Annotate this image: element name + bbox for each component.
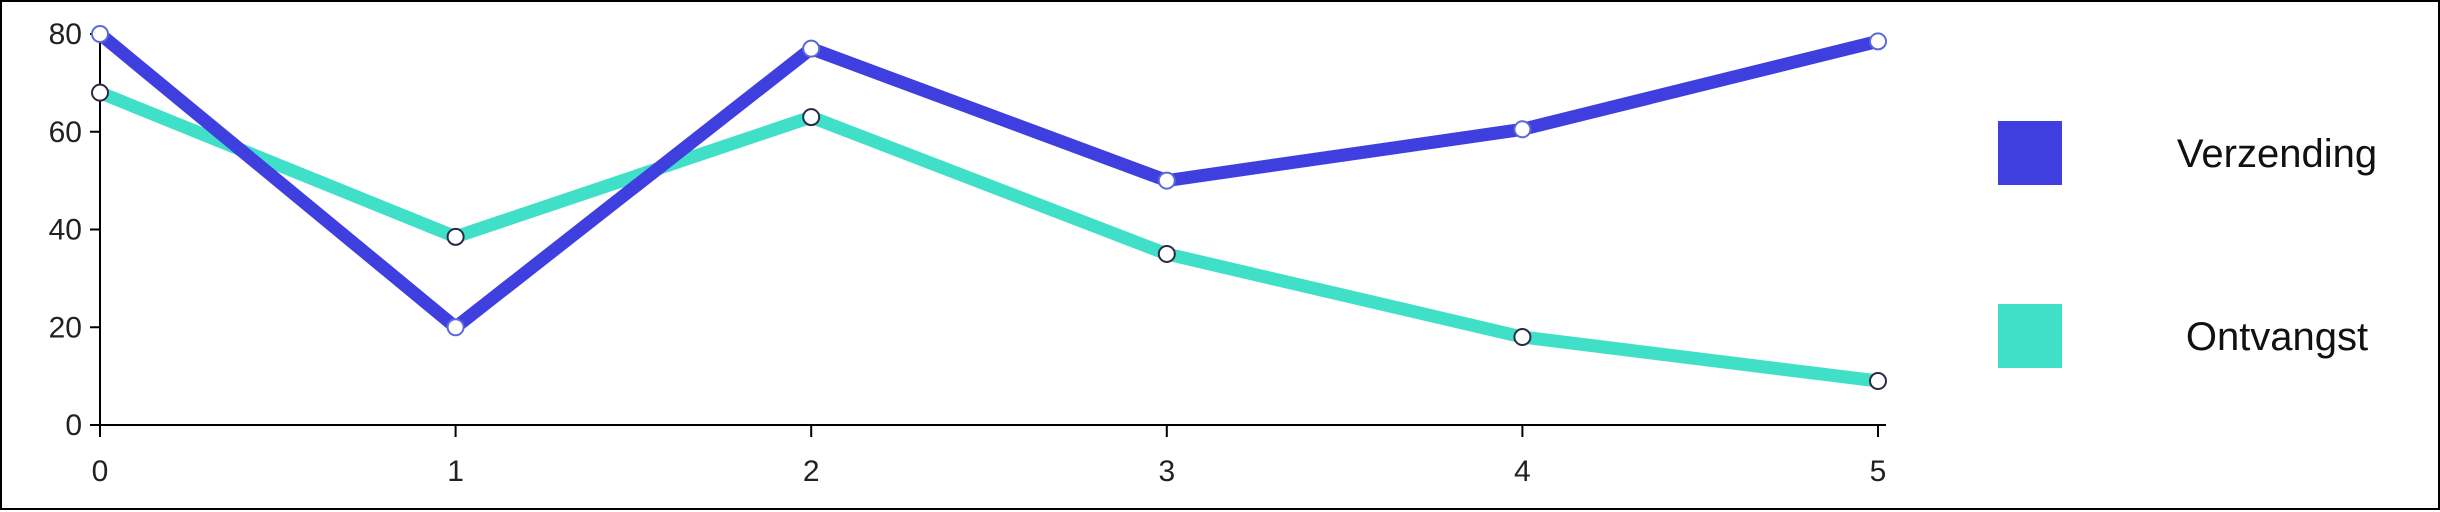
x-tick-label: 5: [1870, 455, 1887, 488]
data-point-ontvangst: [1157, 244, 1176, 263]
series-line-ontvangst: [97, 86, 1879, 388]
y-tick-label: 40: [49, 214, 82, 247]
x-tick-label: 3: [1158, 455, 1175, 488]
y-tick-label: 60: [49, 116, 82, 149]
data-point-ontvangst: [1869, 372, 1887, 391]
data-point-verzending: [1157, 171, 1176, 190]
y-tick-label: 20: [49, 311, 82, 344]
legend-label-ontvangst: Ontvangst: [2186, 315, 2368, 359]
series-line-verzending: [95, 28, 1880, 336]
legend-swatch-ontvangst: [1998, 304, 2062, 368]
series-markers: [91, 25, 1887, 391]
axes: 0 20 40 60 80 0 1 2 3 4 5: [49, 18, 1887, 488]
x-tick-label: 1: [447, 455, 464, 488]
data-point-verzending: [446, 318, 465, 337]
y-tick-label: 0: [65, 409, 82, 442]
data-point-ontvangst: [1513, 328, 1532, 347]
data-point-ontvangst: [91, 83, 109, 102]
data-point-verzending: [91, 25, 109, 43]
legend: Verzending Ontvangst: [1998, 121, 2377, 368]
y-tick-label: 80: [49, 18, 82, 51]
x-tick-label: 4: [1514, 455, 1531, 488]
data-point-ontvangst: [802, 108, 821, 127]
x-tick-label: 2: [803, 455, 820, 488]
data-point-verzending: [802, 39, 821, 58]
legend-swatch-verzending: [1998, 121, 2062, 185]
legend-label-verzending: Verzending: [2177, 132, 2377, 176]
data-point-ontvangst: [446, 227, 465, 246]
series-lines: [95, 28, 1880, 388]
data-point-verzending: [1869, 32, 1887, 51]
data-point-verzending: [1513, 120, 1532, 139]
x-tick-label: 0: [92, 455, 109, 488]
